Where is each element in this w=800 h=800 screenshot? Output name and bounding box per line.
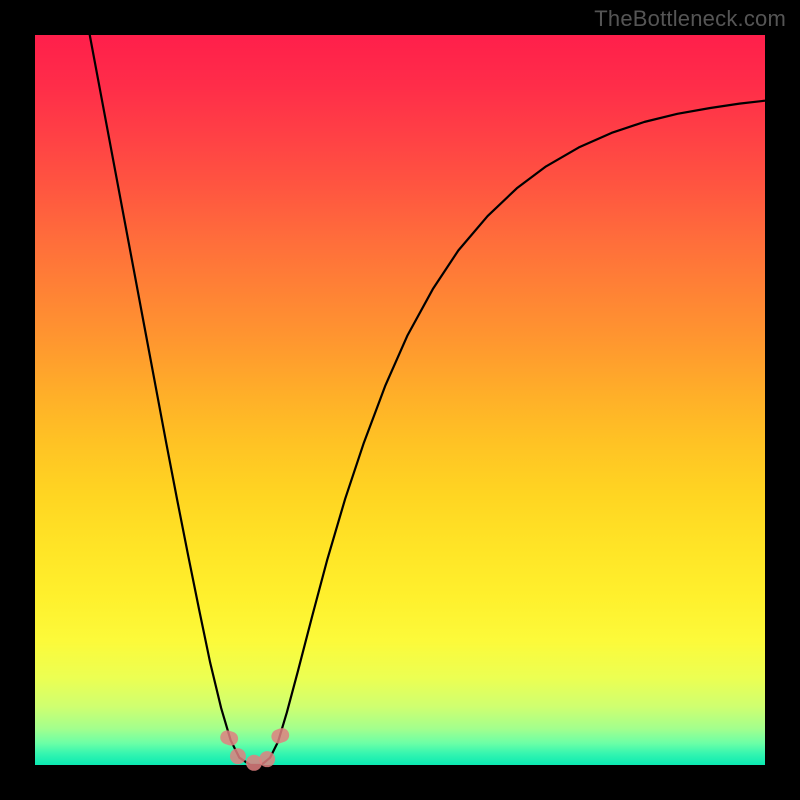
attribution-text: TheBottleneck.com [594,6,786,32]
chart-frame: TheBottleneck.com [0,0,800,800]
highlight-dot [230,748,246,764]
highlight-dot [259,751,275,767]
bottleneck-curve-chart [0,0,800,800]
plot-background [35,35,765,765]
